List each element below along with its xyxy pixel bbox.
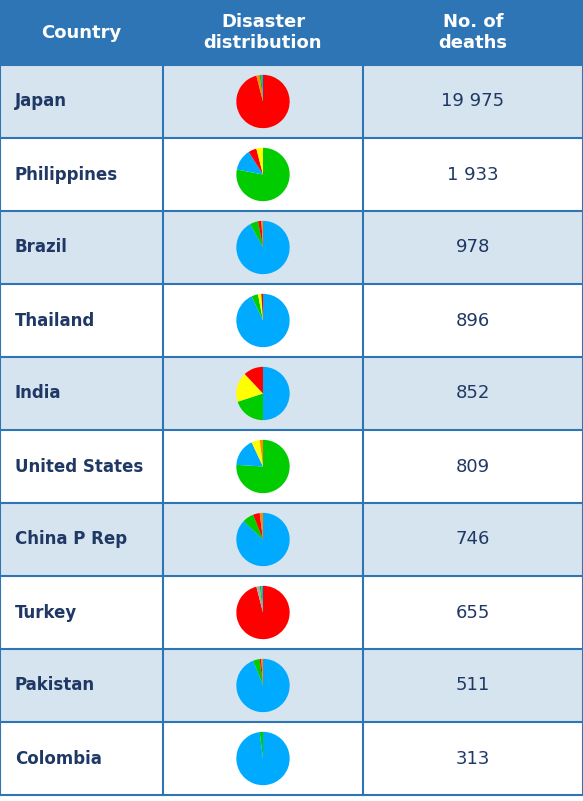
Wedge shape [244, 515, 263, 540]
Text: 746: 746 [456, 530, 490, 549]
Wedge shape [259, 74, 263, 102]
Wedge shape [259, 513, 263, 540]
Bar [0, 284, 583, 357]
Wedge shape [259, 732, 263, 759]
Text: Thailand: Thailand [15, 312, 95, 329]
Text: 511: 511 [456, 677, 490, 694]
Wedge shape [236, 442, 263, 466]
Text: United States: United States [15, 457, 143, 476]
Text: 313: 313 [456, 750, 490, 767]
Bar [0, 722, 583, 795]
Wedge shape [261, 586, 263, 613]
Text: 852: 852 [456, 384, 490, 402]
Text: China P Rep: China P Rep [15, 530, 127, 549]
Wedge shape [258, 294, 263, 320]
Wedge shape [236, 294, 290, 347]
Wedge shape [238, 393, 263, 421]
Text: Pakistan: Pakistan [15, 677, 95, 694]
Text: 1 933: 1 933 [447, 166, 499, 183]
Wedge shape [236, 659, 290, 712]
Bar [0, 0, 583, 65]
Wedge shape [261, 221, 263, 248]
Text: Country: Country [41, 23, 122, 42]
Wedge shape [259, 440, 263, 466]
Wedge shape [257, 148, 263, 175]
Text: 896: 896 [456, 312, 490, 329]
Bar [0, 138, 583, 211]
Text: No. of
deaths: No. of deaths [438, 13, 507, 52]
Wedge shape [236, 148, 290, 201]
Wedge shape [236, 513, 290, 566]
Text: Philippines: Philippines [15, 166, 118, 183]
Wedge shape [257, 586, 263, 613]
Wedge shape [236, 732, 290, 785]
Text: India: India [15, 384, 61, 402]
Wedge shape [261, 74, 263, 102]
Text: Turkey: Turkey [15, 603, 78, 622]
Wedge shape [258, 221, 263, 248]
Text: Colombia: Colombia [15, 750, 102, 767]
Wedge shape [237, 152, 263, 175]
Wedge shape [257, 75, 263, 102]
Text: 655: 655 [456, 603, 490, 622]
Wedge shape [253, 659, 263, 686]
Bar [0, 503, 583, 576]
Wedge shape [253, 513, 263, 540]
Wedge shape [252, 440, 263, 466]
Wedge shape [252, 294, 263, 320]
Wedge shape [236, 221, 290, 274]
Bar [0, 576, 583, 649]
Wedge shape [236, 74, 290, 128]
Wedge shape [236, 586, 290, 639]
Text: Japan: Japan [15, 92, 67, 111]
Wedge shape [250, 221, 263, 248]
Wedge shape [236, 440, 290, 493]
Bar [0, 357, 583, 430]
Wedge shape [249, 149, 263, 175]
Text: 809: 809 [456, 457, 490, 476]
Text: 978: 978 [456, 239, 490, 256]
Wedge shape [261, 294, 263, 320]
Wedge shape [259, 586, 263, 613]
Bar [0, 211, 583, 284]
Text: Brazil: Brazil [15, 239, 68, 256]
Bar [0, 649, 583, 722]
Text: 19 975: 19 975 [441, 92, 504, 111]
Text: Disaster
distribution: Disaster distribution [203, 13, 322, 52]
Wedge shape [259, 659, 263, 686]
Wedge shape [261, 659, 263, 686]
Wedge shape [245, 367, 263, 393]
Bar [0, 65, 583, 138]
Wedge shape [236, 374, 263, 402]
Bar [0, 430, 583, 503]
Wedge shape [263, 367, 290, 421]
